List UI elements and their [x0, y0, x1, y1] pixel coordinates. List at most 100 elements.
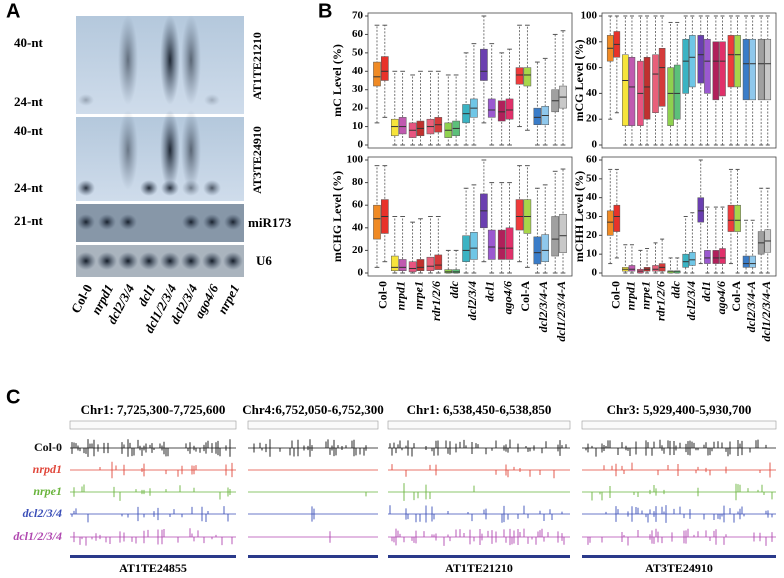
- y-tick-label: 30: [352, 83, 364, 95]
- box: [444, 269, 453, 274]
- blot-signal: [181, 110, 201, 190]
- size-label: 40-nt: [14, 35, 44, 50]
- box: [505, 227, 514, 260]
- probe-label: AT3TE24910: [250, 126, 264, 194]
- plot-frame: [367, 12, 573, 149]
- box: [658, 48, 666, 107]
- blot-signal: [77, 214, 95, 230]
- blot-signal: [97, 252, 117, 270]
- box: [757, 38, 765, 101]
- size-label: 40-nt: [14, 123, 44, 138]
- box: [719, 41, 726, 97]
- box: [505, 98, 514, 120]
- box: [697, 197, 705, 223]
- y-tick-label: 60: [586, 61, 598, 73]
- blot-signal: [160, 252, 180, 270]
- x-tick-label: Col-A: [518, 281, 532, 312]
- blot-signal: [119, 214, 137, 230]
- box: [712, 41, 720, 101]
- y-tick-label: 20: [352, 102, 364, 114]
- box: [742, 38, 750, 101]
- box: [426, 256, 435, 271]
- x-tick-label: Col-A: [729, 281, 743, 312]
- blot-signal: [77, 180, 95, 196]
- y-tick-label: 40: [586, 87, 598, 99]
- box: [515, 67, 524, 85]
- box: [390, 118, 399, 137]
- blot-signal: [76, 252, 96, 270]
- probe-label: U6: [256, 253, 272, 268]
- box: [652, 265, 659, 272]
- region-title: Chr1: 6,538,450-6,538,850: [407, 402, 552, 417]
- x-tick-label: dcl1/2/3/4-A: [759, 281, 773, 342]
- y-tick-label: 80: [352, 176, 364, 188]
- y-tick-label: 0: [358, 139, 364, 151]
- gene-label: AT1TE21210: [445, 561, 513, 575]
- x-tick-label: rdr1/2/6: [429, 281, 443, 321]
- track-label: nrpe1: [33, 484, 62, 498]
- size-label: 21-nt: [14, 213, 44, 228]
- ruler: [581, 420, 777, 430]
- size-label: 24-nt: [14, 94, 44, 109]
- blot-signal: [203, 214, 221, 230]
- x-tick-label: Col-0: [376, 281, 390, 309]
- y-axis-label: mCHG Level (%): [330, 171, 344, 262]
- y-tick-label: 50: [352, 46, 364, 58]
- box: [373, 204, 381, 240]
- y-tick-label: 20: [352, 244, 364, 256]
- y-tick-label: 80: [586, 35, 598, 47]
- blot-signal: [98, 214, 116, 230]
- box: [697, 35, 705, 84]
- blot-signal: [202, 252, 222, 270]
- box: [480, 48, 488, 81]
- blot-signal: [140, 180, 158, 196]
- box: [541, 234, 550, 262]
- box: [381, 56, 389, 81]
- x-tick-label: dcl2/3/4: [684, 281, 698, 320]
- box: [497, 229, 506, 260]
- y-tick-label: 10: [352, 120, 364, 132]
- blot-signal: [223, 252, 243, 270]
- blot-signal: [161, 180, 179, 196]
- panel-label: B: [318, 0, 332, 22]
- probe-label: miR173: [248, 215, 292, 230]
- box: [628, 57, 636, 126]
- x-tick-label: ago4/6: [714, 281, 728, 314]
- region-title: Chr3: 5,929,400-5,930,700: [607, 402, 752, 417]
- blot-signal: [118, 110, 138, 190]
- x-tick-label: dcl2/3/4-A: [744, 281, 758, 332]
- box: [749, 38, 756, 101]
- ruler: [387, 420, 571, 430]
- box: [742, 255, 750, 268]
- blot-signal: [118, 15, 138, 105]
- x-tick-label: dcl2/3/4-A: [536, 281, 550, 332]
- blot-signal: [160, 15, 180, 105]
- y-tick-label: 40: [352, 65, 364, 77]
- box: [497, 100, 506, 122]
- panel-label: C: [6, 386, 20, 408]
- size-label: 24-nt: [14, 180, 44, 195]
- box: [533, 236, 542, 265]
- y-tick-label: 0: [592, 139, 598, 151]
- box: [689, 35, 696, 88]
- blot-signal: [203, 180, 221, 196]
- box: [390, 255, 399, 271]
- x-tick-label: nrpe1: [638, 281, 652, 310]
- gene-label: AT1TE24855: [119, 561, 187, 575]
- blot-signal: [160, 110, 180, 190]
- box: [373, 61, 381, 87]
- blot-signal: [118, 252, 138, 270]
- blot-signal: [181, 252, 201, 270]
- y-axis-label: mCG Level (%): [572, 40, 586, 122]
- box: [719, 248, 726, 264]
- box: [434, 254, 443, 270]
- box: [487, 98, 496, 118]
- y-tick-label: 30: [586, 210, 598, 222]
- x-tick-label: nrpe1: [411, 281, 425, 310]
- track-label: Col-0: [34, 440, 62, 454]
- y-tick-label: 70: [352, 10, 364, 22]
- box: [764, 38, 772, 101]
- lane-label: nrpe1: [214, 282, 242, 316]
- plot-frame: [367, 156, 573, 277]
